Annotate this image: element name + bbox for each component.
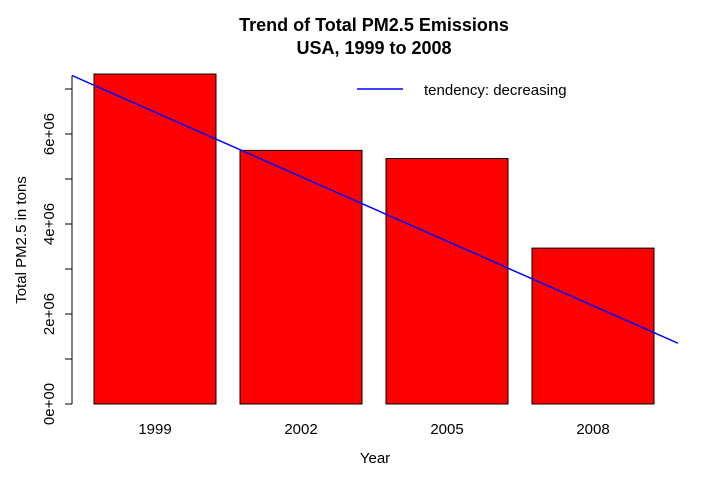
bar-1999 [93,73,217,405]
y-tick-label-6e+06: 6e+06 [41,113,58,155]
x-tick-labels: 1999 2002 2005 2008 [138,421,609,438]
trend-line [71,74,679,344]
y-tick-label-0e+00: 0e+00 [41,383,58,425]
y-axis-title: Total PM2.5 in tons [13,176,30,304]
y-tick-label-4e+06: 4e+06 [41,203,58,245]
x-tick-label-2002: 2002 [284,421,317,438]
x-tick-label-2005: 2005 [430,421,463,438]
bar-series [93,73,655,405]
y-axis: 0e+00 2e+06 4e+06 6e+06 [41,75,73,425]
legend-label: tendency: decreasing [424,82,567,99]
x-axis-title: Year [360,450,390,467]
bar-2005 [385,158,509,405]
bar-2002 [239,149,363,405]
x-tick-label-2008: 2008 [576,421,609,438]
chart-title-line1: Trend of Total PM2.5 Emissions [239,15,509,35]
x-tick-label-1999: 1999 [138,421,171,438]
legend: tendency: decreasing [357,82,567,99]
y-tick-label-2e+06: 2e+06 [41,293,58,335]
chart-title-line2: USA, 1999 to 2008 [296,38,451,58]
bar-2008 [531,247,655,405]
